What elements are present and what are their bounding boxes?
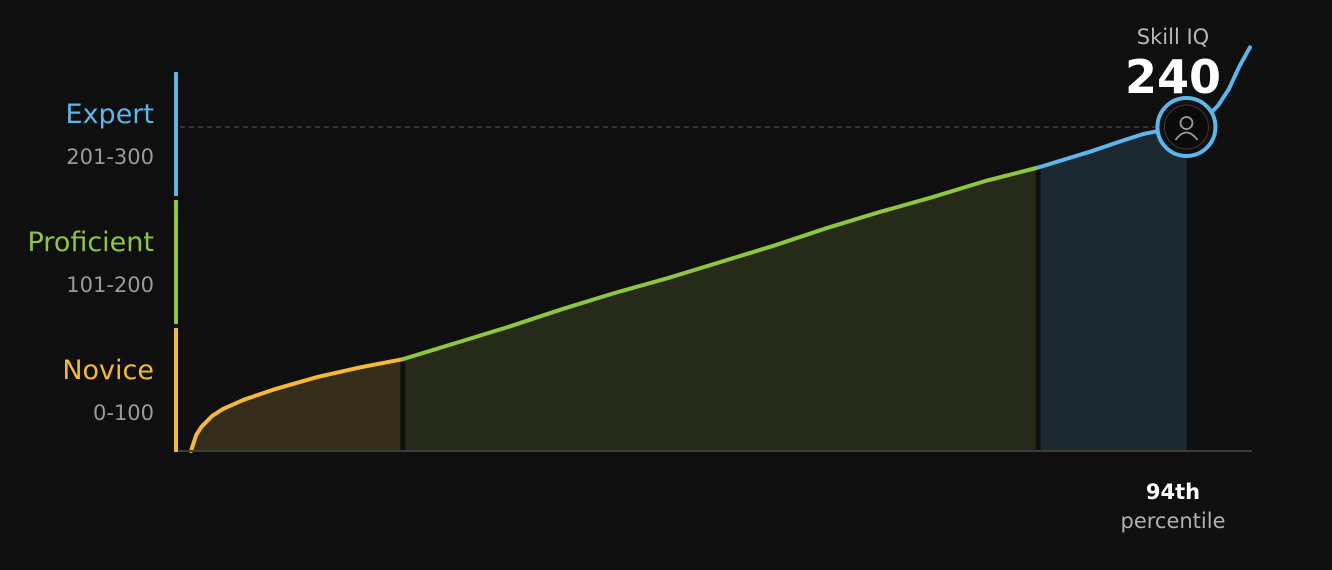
skill-iq-label: Skill IQ <box>1137 25 1209 49</box>
percentile-value: 94th <box>1146 480 1200 504</box>
skill-iq-score: 240 <box>1125 50 1221 104</box>
area-novice <box>191 359 403 451</box>
band-name-novice: Novice <box>62 355 154 386</box>
band-label-expert: Expert 201-300 <box>66 99 154 169</box>
score-marker <box>1155 96 1218 158</box>
user-icon <box>1174 116 1199 141</box>
band-range-proficient: 101-200 <box>66 273 154 297</box>
percentile-label: percentile <box>1120 509 1225 533</box>
area-expert <box>1038 127 1187 451</box>
area-proficient <box>402 167 1039 451</box>
band-range-expert: 201-300 <box>66 145 154 169</box>
band-name-expert: Expert <box>66 99 154 130</box>
band-name-proficient: Proficient <box>28 227 155 258</box>
band-label-novice: Novice 0-100 <box>62 355 154 425</box>
score-marker-inner <box>1163 104 1209 150</box>
band-range-novice: 0-100 <box>93 401 154 425</box>
curve-novice <box>189 357 405 453</box>
band-label-proficient: Proficient 101-200 <box>28 227 155 297</box>
curve-proficient <box>400 165 1041 362</box>
band-dividers <box>400 165 1041 451</box>
area-fills <box>191 127 1187 451</box>
